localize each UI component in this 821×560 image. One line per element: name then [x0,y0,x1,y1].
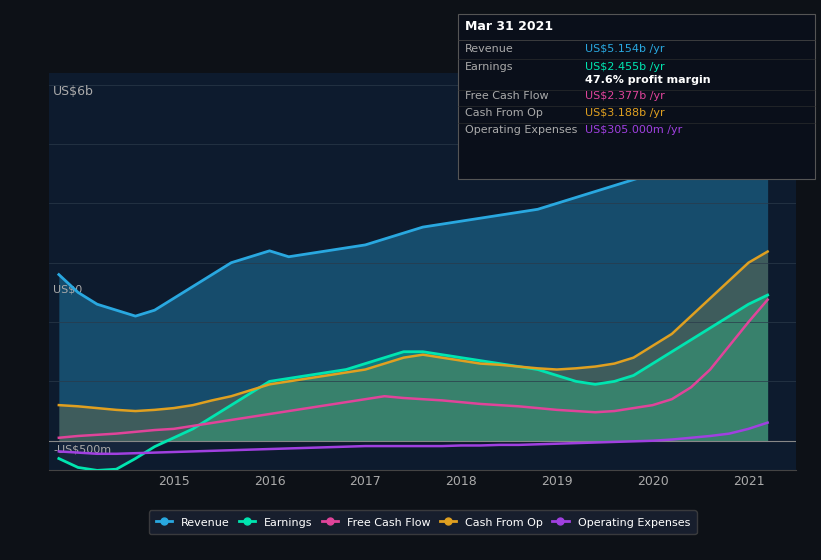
Text: US$3.188b /yr: US$3.188b /yr [585,108,665,118]
Text: US$0: US$0 [53,284,82,295]
Text: Free Cash Flow: Free Cash Flow [465,91,548,101]
Text: US$2.377b /yr: US$2.377b /yr [585,91,665,101]
Text: US$305.000m /yr: US$305.000m /yr [585,125,682,135]
Legend: Revenue, Earnings, Free Cash Flow, Cash From Op, Operating Expenses: Revenue, Earnings, Free Cash Flow, Cash … [149,510,697,534]
Text: Operating Expenses: Operating Expenses [465,125,577,135]
Text: Cash From Op: Cash From Op [465,108,543,118]
Text: US$5.154b /yr: US$5.154b /yr [585,44,665,54]
Text: US$6b: US$6b [53,85,94,98]
Text: -US$500m: -US$500m [53,445,111,455]
Text: 47.6% profit margin: 47.6% profit margin [585,74,711,85]
Text: Revenue: Revenue [465,44,513,54]
Text: US$2.455b /yr: US$2.455b /yr [585,62,665,72]
Text: Earnings: Earnings [465,62,513,72]
Text: Mar 31 2021: Mar 31 2021 [465,20,553,33]
